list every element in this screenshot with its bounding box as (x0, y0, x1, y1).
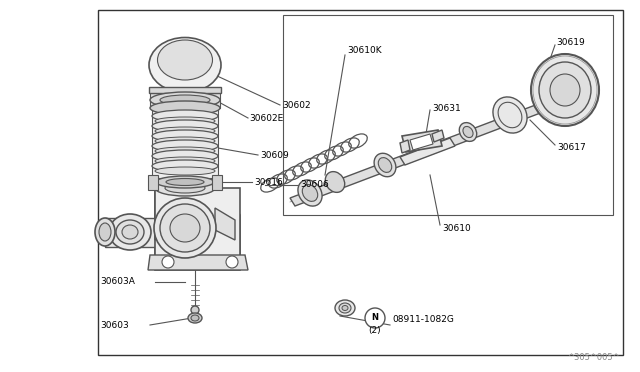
Ellipse shape (342, 305, 348, 311)
Ellipse shape (116, 220, 144, 244)
Polygon shape (148, 255, 248, 270)
Ellipse shape (226, 256, 238, 268)
Ellipse shape (152, 120, 218, 132)
Ellipse shape (550, 74, 580, 106)
Polygon shape (149, 87, 221, 93)
Ellipse shape (155, 117, 215, 125)
Text: ^305^005^: ^305^005^ (568, 353, 620, 362)
Ellipse shape (463, 126, 473, 138)
Ellipse shape (155, 147, 215, 155)
Polygon shape (400, 138, 455, 165)
Text: 30616: 30616 (254, 177, 283, 186)
Ellipse shape (109, 214, 151, 250)
Polygon shape (152, 108, 218, 178)
Ellipse shape (152, 160, 218, 172)
Polygon shape (150, 93, 220, 108)
Ellipse shape (170, 214, 200, 242)
Ellipse shape (162, 256, 174, 268)
Ellipse shape (191, 315, 199, 321)
Ellipse shape (493, 97, 527, 133)
Ellipse shape (150, 92, 220, 108)
Polygon shape (155, 188, 240, 265)
Polygon shape (402, 130, 442, 152)
Text: 30631: 30631 (432, 103, 461, 112)
Ellipse shape (152, 130, 218, 142)
Polygon shape (155, 188, 240, 270)
Ellipse shape (122, 225, 138, 239)
Text: 30603A: 30603A (100, 278, 135, 286)
Text: 30603: 30603 (100, 321, 129, 330)
Ellipse shape (378, 158, 392, 172)
Polygon shape (400, 140, 410, 153)
Ellipse shape (152, 150, 218, 162)
Ellipse shape (155, 127, 215, 135)
Ellipse shape (152, 110, 218, 122)
Text: 30610K: 30610K (347, 45, 381, 55)
Ellipse shape (298, 180, 322, 206)
Text: (2): (2) (369, 326, 381, 334)
Ellipse shape (339, 303, 351, 313)
Polygon shape (290, 90, 580, 206)
Text: N: N (371, 314, 378, 323)
Ellipse shape (165, 183, 205, 193)
Ellipse shape (155, 157, 215, 165)
Text: 30609: 30609 (260, 151, 289, 160)
Text: 30602: 30602 (282, 100, 310, 109)
Circle shape (365, 308, 385, 328)
Ellipse shape (539, 62, 591, 118)
Ellipse shape (188, 313, 202, 323)
Ellipse shape (155, 180, 215, 196)
Text: 30610: 30610 (442, 224, 471, 232)
Polygon shape (148, 175, 158, 190)
Ellipse shape (157, 40, 212, 80)
Text: 30617: 30617 (557, 142, 586, 151)
Ellipse shape (325, 171, 345, 192)
Ellipse shape (302, 185, 317, 201)
Ellipse shape (156, 176, 214, 188)
Ellipse shape (191, 306, 199, 314)
Text: 08911-1082G: 08911-1082G (392, 315, 454, 324)
Ellipse shape (160, 204, 210, 252)
Polygon shape (105, 218, 155, 247)
Bar (98, 10, 623, 355)
Polygon shape (155, 208, 175, 240)
Ellipse shape (335, 300, 355, 316)
Ellipse shape (152, 140, 218, 152)
Ellipse shape (460, 123, 477, 141)
Ellipse shape (154, 198, 216, 258)
Ellipse shape (155, 167, 215, 175)
Ellipse shape (160, 95, 210, 105)
Text: 30619: 30619 (556, 38, 585, 46)
Polygon shape (410, 134, 433, 150)
Ellipse shape (166, 179, 204, 186)
Ellipse shape (95, 218, 115, 246)
Polygon shape (432, 130, 444, 142)
Ellipse shape (374, 153, 396, 177)
Ellipse shape (531, 54, 599, 126)
Ellipse shape (99, 223, 111, 241)
Text: 30606: 30606 (300, 180, 329, 189)
Polygon shape (212, 175, 222, 190)
Text: 30602E: 30602E (249, 113, 284, 122)
Ellipse shape (155, 137, 215, 145)
Ellipse shape (150, 101, 220, 115)
Polygon shape (215, 208, 235, 240)
Ellipse shape (149, 38, 221, 93)
